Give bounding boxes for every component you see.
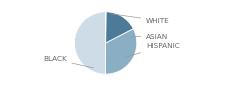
- Text: HISPANIC: HISPANIC: [126, 43, 180, 57]
- Text: ASIAN: ASIAN: [131, 34, 168, 40]
- Text: BLACK: BLACK: [43, 56, 94, 68]
- Wedge shape: [105, 29, 137, 74]
- Text: WHITE: WHITE: [111, 14, 170, 24]
- Wedge shape: [74, 12, 106, 74]
- Wedge shape: [106, 12, 133, 43]
